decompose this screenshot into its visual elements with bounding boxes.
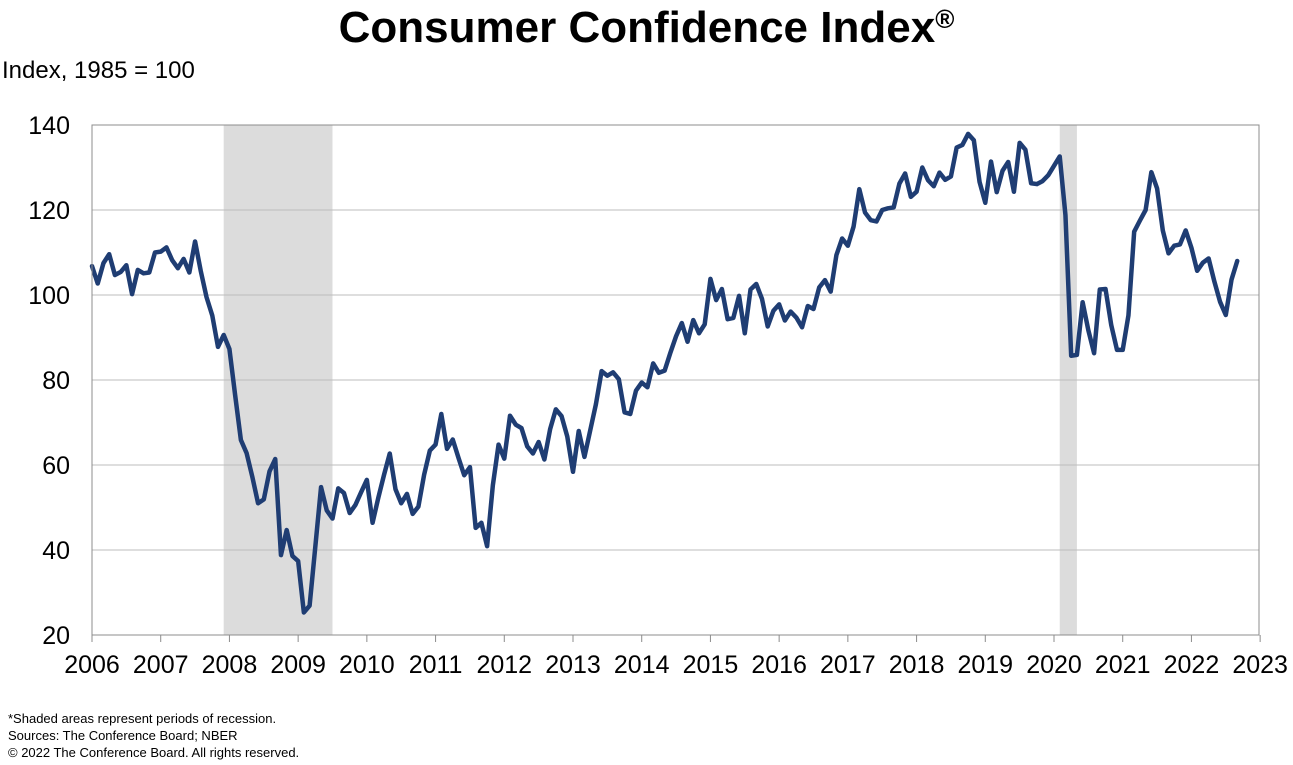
chart-title: Consumer Confidence Index® <box>0 2 1293 54</box>
y-tick-label-120: 120 <box>28 197 70 225</box>
x-tick-label-2012: 2012 <box>476 651 532 679</box>
x-tick-label-2007: 2007 <box>133 651 189 679</box>
x-tick-label-2020: 2020 <box>1026 651 1082 679</box>
plot-frame <box>91 124 1260 636</box>
x-tick-label-2011: 2011 <box>409 651 463 679</box>
x-tick-label-2013: 2013 <box>545 651 601 679</box>
gridlines <box>92 209 1259 551</box>
x-axis-ticks: 2006 2007 2008 2009 2010 2011 2012 2013 2014 2015… <box>64 635 1288 679</box>
x-tick-label-2009: 2009 <box>270 651 326 679</box>
y-tick-label-80: 80 <box>42 367 70 395</box>
recession-note: *Shaded areas represent periods of reces… <box>8 711 277 726</box>
sources-note: Sources: The Conference Board; NBER <box>8 728 238 743</box>
x-tick-label-2006: 2006 <box>64 651 120 679</box>
y-tick-label-140: 140 <box>28 112 70 140</box>
registered-mark: ® <box>935 4 955 34</box>
x-tick-label-2016: 2016 <box>751 651 807 679</box>
x-tick-label-2018: 2018 <box>889 651 945 679</box>
x-tick-label-2017: 2017 <box>820 651 876 679</box>
y-tick-label-20: 20 <box>42 622 70 650</box>
series-line-1 <box>89 131 1240 615</box>
y-tick-label-100: 100 <box>28 282 70 310</box>
x-tick-label-2010: 2010 <box>339 651 395 679</box>
x-tick-label-2019: 2019 <box>957 651 1013 679</box>
y-axis-label: Index, 1985 = 100 <box>2 57 195 84</box>
y-tick-label-40: 40 <box>42 537 70 565</box>
chart-title-text: Consumer Confidence Index <box>338 3 936 52</box>
x-tick-label-2023: 2023 <box>1232 651 1288 679</box>
series-line-layer <box>89 131 1240 615</box>
chart-notes: *Shaded areas represent periods of reces… <box>8 710 299 761</box>
y-axis-ticks: 20 40 60 80 100 120 140 <box>28 112 70 650</box>
x-tick-label-2022: 2022 <box>1164 651 1220 679</box>
x-tick-label-2008: 2008 <box>202 651 258 679</box>
x-tick-label-2014: 2014 <box>614 651 670 679</box>
copyright-note: © 2022 The Conference Board. All rights … <box>8 745 300 760</box>
y-tick-label-60: 60 <box>42 452 70 480</box>
x-tick-label-2021: 2021 <box>1095 651 1151 679</box>
x-tick-label-2015: 2015 <box>683 651 739 679</box>
